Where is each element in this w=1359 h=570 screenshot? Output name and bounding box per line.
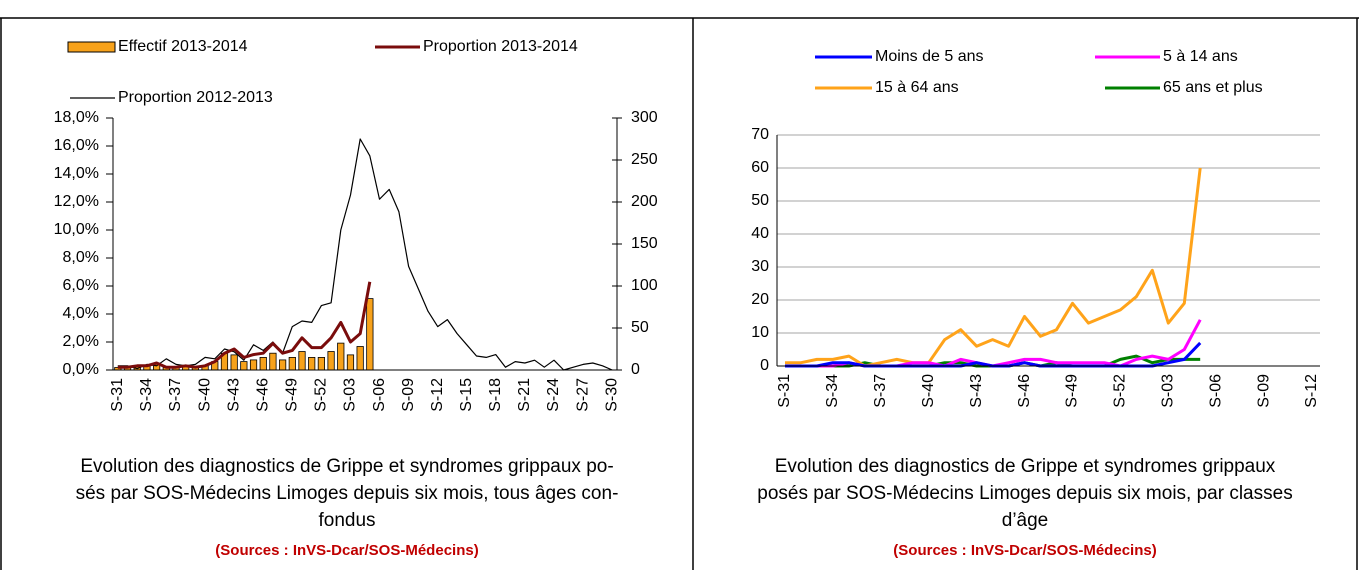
- caption-line: posés par SOS-Médecins Limoges depuis si…: [757, 483, 1292, 504]
- legend-label: Moins de 5 ans: [875, 48, 984, 65]
- bar: [366, 298, 374, 371]
- line-series: [785, 167, 1202, 368]
- y-tick-label: 50: [751, 192, 769, 209]
- y-tick-label: 6,0%: [63, 277, 99, 294]
- x-tick-label: S-49: [284, 378, 301, 412]
- legend-label: 15 à 64 ans: [875, 79, 959, 96]
- x-tick-label: S-46: [254, 378, 271, 412]
- x-tick-label: S-37: [167, 378, 184, 412]
- y-tick-label: 12,0%: [54, 193, 99, 210]
- y-tick-label: 8,0%: [63, 249, 99, 266]
- x-tick-label: S-34: [824, 374, 841, 408]
- y-tick-label: 30: [751, 258, 769, 275]
- x-tick-label: S-31: [109, 378, 126, 412]
- x-tick-label: S-03: [342, 378, 359, 412]
- bar: [356, 346, 364, 371]
- bar: [308, 356, 316, 371]
- y2-tick-label: 200: [631, 193, 658, 210]
- x-tick-label: S-21: [516, 378, 533, 412]
- caption-line: Evolution des diagnostics de Grippe et s…: [775, 456, 1276, 477]
- x-tick-label: S-03: [1159, 374, 1176, 408]
- x-tick-label: S-52: [313, 378, 330, 412]
- legend-label: Proportion 2012-2013: [118, 89, 273, 106]
- y-tick-label: 10: [751, 324, 769, 341]
- source: (Sources : InVS-Dcar/SOS-Médecins): [215, 542, 478, 559]
- x-tick-label: S-24: [545, 378, 562, 412]
- caption-line: Evolution des diagnostics de Grippe et s…: [80, 456, 613, 477]
- line-series: [785, 319, 1202, 368]
- bar: [279, 359, 287, 371]
- caption-line: fondus: [318, 510, 375, 531]
- y-tick-label: 14,0%: [54, 165, 99, 182]
- bar: [269, 352, 277, 371]
- y2-tick-label: 300: [631, 109, 658, 126]
- bar: [317, 356, 325, 371]
- x-tick-label: S-34: [138, 378, 155, 412]
- line-series: [785, 341, 1202, 368]
- x-tick-label: S-27: [574, 378, 591, 412]
- y-tick-label: 0,0%: [63, 361, 99, 378]
- x-tick-label: S-12: [1303, 374, 1320, 408]
- x-tick-label: S-49: [1064, 374, 1081, 408]
- x-tick-label: S-15: [458, 378, 475, 412]
- line-series: [117, 281, 372, 369]
- line-series: [117, 138, 613, 371]
- x-tick-label: S-09: [400, 378, 417, 412]
- x-tick-label: S-12: [429, 378, 446, 412]
- y2-tick-label: 50: [631, 319, 649, 336]
- caption-line: sés par SOS-Médecins Limoges depuis six …: [76, 483, 619, 504]
- legend-label: Effectif 2013-2014: [118, 38, 248, 55]
- x-tick-label: S-06: [1207, 374, 1224, 408]
- bar: [327, 351, 335, 371]
- bar: [337, 342, 345, 371]
- source: (Sources : InVS-Dcar/SOS-Médecins): [893, 542, 1156, 559]
- x-tick-label: S-37: [872, 374, 889, 408]
- x-tick-label: S-46: [1016, 374, 1033, 408]
- x-tick-label: S-31: [776, 374, 793, 408]
- x-tick-label: S-52: [1112, 374, 1129, 408]
- x-tick-label: S-30: [603, 378, 620, 412]
- x-tick-label: S-40: [920, 374, 937, 408]
- y-tick-label: 16,0%: [54, 137, 99, 154]
- x-tick-label: S-18: [487, 378, 504, 412]
- y-tick-label: 40: [751, 225, 769, 242]
- y2-tick-label: 0: [631, 361, 640, 378]
- y2-tick-label: 250: [631, 151, 658, 168]
- x-tick-label: S-43: [968, 374, 985, 408]
- y2-tick-label: 150: [631, 235, 658, 252]
- bar: [230, 354, 238, 371]
- bar: [346, 354, 355, 371]
- y-tick-label: 4,0%: [63, 305, 99, 322]
- y-tick-label: 20: [751, 291, 769, 308]
- y-tick-label: 0: [760, 357, 769, 374]
- x-tick-label: S-40: [196, 378, 213, 412]
- caption-line: d’âge: [1002, 510, 1049, 531]
- x-tick-label: S-06: [371, 378, 388, 412]
- x-tick-label: S-43: [225, 378, 242, 412]
- legend-label: 5 à 14 ans: [1163, 48, 1238, 65]
- y-tick-label: 70: [751, 126, 769, 143]
- y-tick-label: 18,0%: [54, 109, 99, 126]
- bar: [288, 356, 296, 371]
- x-tick-label: S-09: [1255, 374, 1272, 408]
- legend-label: 65 ans et plus: [1163, 79, 1263, 96]
- bar: [298, 351, 306, 371]
- y-tick-label: 2,0%: [63, 333, 99, 350]
- y-tick-label: 10,0%: [54, 221, 99, 238]
- legend-label: Proportion 2013-2014: [423, 38, 578, 55]
- y-tick-label: 60: [751, 159, 769, 176]
- bar: [249, 359, 258, 371]
- y2-tick-label: 100: [631, 277, 658, 294]
- bar: [240, 361, 248, 371]
- bar: [259, 356, 267, 371]
- legend-swatch: [67, 41, 116, 53]
